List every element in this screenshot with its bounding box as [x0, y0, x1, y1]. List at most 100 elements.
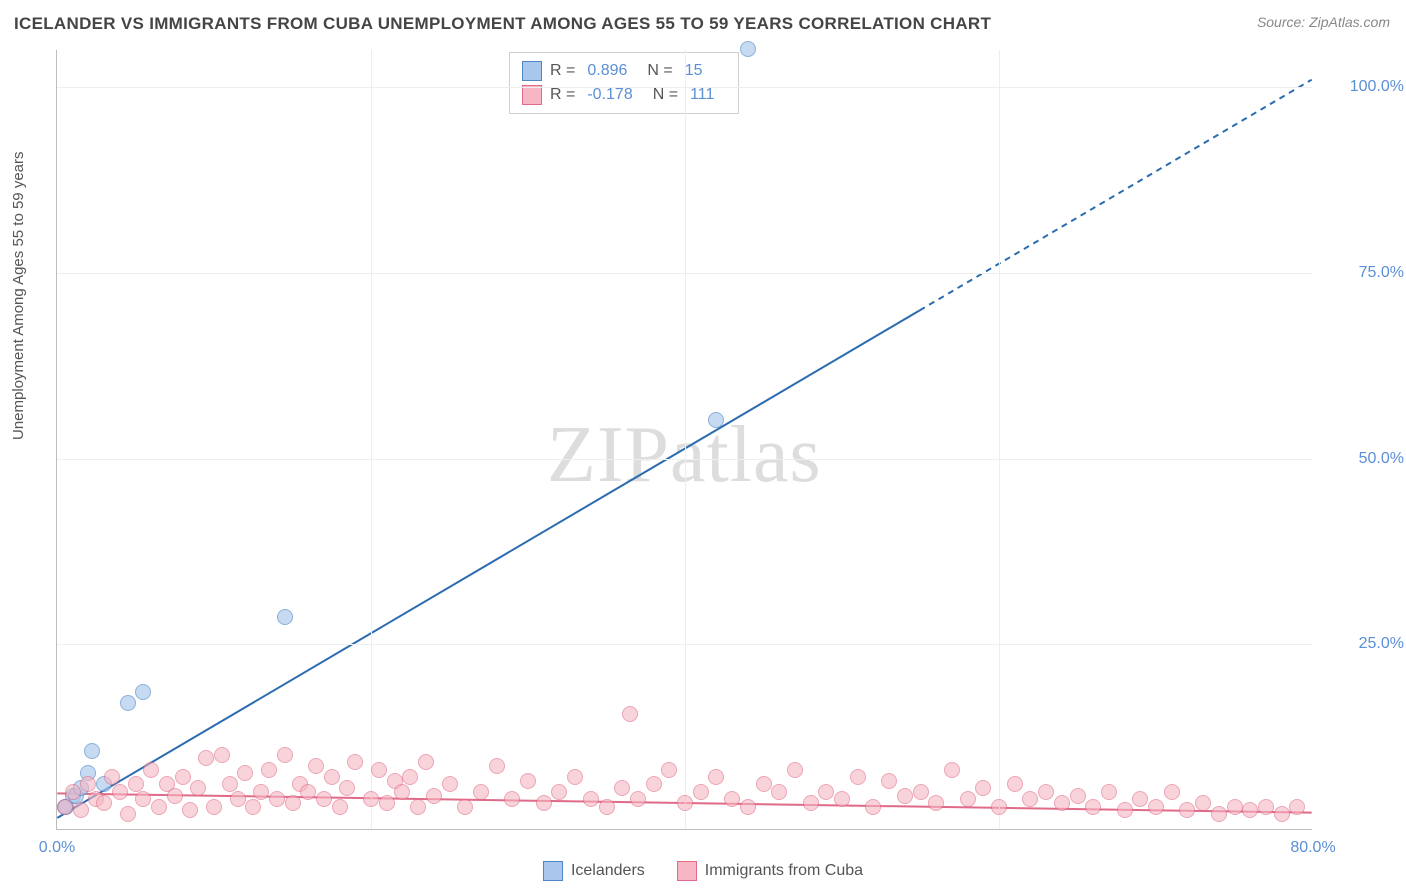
data-point: [1211, 806, 1227, 822]
data-point: [1148, 799, 1164, 815]
data-point: [975, 780, 991, 796]
data-point: [135, 684, 151, 700]
corr-n-value: 15: [685, 59, 703, 83]
data-point: [865, 799, 881, 815]
data-point: [379, 795, 395, 811]
legend-item: Icelanders: [543, 861, 645, 881]
data-point: [96, 795, 112, 811]
data-point: [1227, 799, 1243, 815]
data-point: [960, 791, 976, 807]
data-point: [402, 769, 418, 785]
data-point: [143, 762, 159, 778]
data-point: [1195, 795, 1211, 811]
data-point: [84, 743, 100, 759]
x-tick-label: 0.0%: [39, 839, 75, 857]
corr-r-label: R =: [550, 59, 575, 83]
data-point: [230, 791, 246, 807]
data-point: [1085, 799, 1101, 815]
data-point: [677, 795, 693, 811]
data-point: [1274, 806, 1290, 822]
data-point: [1179, 802, 1195, 818]
data-point: [740, 799, 756, 815]
data-point: [1022, 791, 1038, 807]
y-tick-label: 25.0%: [1320, 635, 1404, 653]
y-tick-label: 75.0%: [1320, 264, 1404, 282]
y-tick-label: 100.0%: [1320, 78, 1404, 96]
corr-r-value: 0.896: [587, 59, 627, 83]
data-point: [277, 609, 293, 625]
legend-swatch: [677, 861, 697, 881]
source-label: Source: ZipAtlas.com: [1257, 14, 1390, 30]
data-point: [261, 762, 277, 778]
data-point: [771, 784, 787, 800]
grid-line-v: [371, 50, 372, 829]
data-point: [944, 762, 960, 778]
data-point: [253, 784, 269, 800]
data-point: [646, 776, 662, 792]
data-point: [371, 762, 387, 778]
data-point: [65, 784, 81, 800]
data-point: [167, 788, 183, 804]
data-point: [881, 773, 897, 789]
data-point: [1132, 791, 1148, 807]
data-point: [182, 802, 198, 818]
data-point: [1007, 776, 1023, 792]
data-point: [442, 776, 458, 792]
data-point: [285, 795, 301, 811]
data-point: [693, 784, 709, 800]
data-point: [457, 799, 473, 815]
data-point: [1258, 799, 1274, 815]
data-point: [277, 747, 293, 763]
data-point: [520, 773, 536, 789]
data-point: [308, 758, 324, 774]
plot-area: ZIPatlas R =0.896N =15R =-0.178N =111 25…: [56, 50, 1312, 830]
data-point: [104, 769, 120, 785]
data-point: [206, 799, 222, 815]
series-legend: Icelanders Immigrants from Cuba: [0, 861, 1406, 886]
data-point: [214, 747, 230, 763]
data-point: [724, 791, 740, 807]
data-point: [473, 784, 489, 800]
data-point: [756, 776, 772, 792]
data-point: [583, 791, 599, 807]
data-point: [787, 762, 803, 778]
data-point: [622, 706, 638, 722]
corr-n-label: N =: [647, 59, 672, 83]
legend-label: Immigrants from Cuba: [705, 862, 863, 880]
data-point: [928, 795, 944, 811]
data-point: [332, 799, 348, 815]
y-tick-label: 50.0%: [1320, 450, 1404, 468]
y-axis-label: Unemployment Among Ages 55 to 59 years: [10, 151, 27, 440]
data-point: [504, 791, 520, 807]
data-point: [426, 788, 442, 804]
data-point: [567, 769, 583, 785]
data-point: [73, 802, 89, 818]
legend-swatch: [543, 861, 563, 881]
data-point: [190, 780, 206, 796]
data-point: [135, 791, 151, 807]
data-point: [418, 754, 434, 770]
data-point: [834, 791, 850, 807]
data-point: [410, 799, 426, 815]
data-point: [1070, 788, 1086, 804]
grid-line-v: [685, 50, 686, 829]
legend-swatch: [522, 61, 542, 81]
data-point: [913, 784, 929, 800]
corr-legend-row: R = 0.896 N = 15: [522, 59, 726, 83]
legend-label: Icelanders: [571, 862, 645, 880]
x-tick-label: 80.0%: [1290, 839, 1335, 857]
data-point: [708, 769, 724, 785]
data-point: [489, 758, 505, 774]
data-point: [991, 799, 1007, 815]
data-point: [661, 762, 677, 778]
grid-line-v: [999, 50, 1000, 829]
data-point: [57, 799, 73, 815]
correlation-legend: R =0.896N =15R =-0.178N =111: [509, 52, 739, 114]
data-point: [708, 412, 724, 428]
data-point: [1164, 784, 1180, 800]
data-point: [222, 776, 238, 792]
data-point: [897, 788, 913, 804]
data-point: [1117, 802, 1133, 818]
data-point: [300, 784, 316, 800]
data-point: [1101, 784, 1117, 800]
